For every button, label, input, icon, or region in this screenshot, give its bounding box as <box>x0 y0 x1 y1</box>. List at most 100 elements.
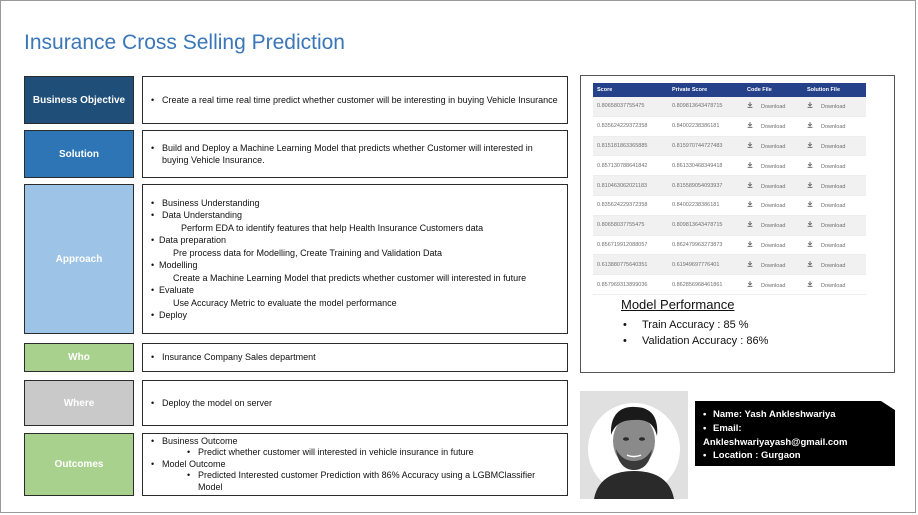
approach-item: Data Understanding <box>151 209 559 222</box>
col-solution-file: Solution File <box>803 83 866 97</box>
col-private-score: Private Score <box>668 83 743 97</box>
score-cell: 0.80658037755475 <box>593 215 668 236</box>
private-score-cell: 0.862479963273873 <box>668 235 743 256</box>
download-label: Download <box>761 143 786 150</box>
download-label: Download <box>761 223 786 230</box>
download-label: Download <box>821 262 846 269</box>
col-score: Score <box>593 83 668 97</box>
box-solution: Build and Deploy a Machine Learning Mode… <box>142 130 568 178</box>
train-accuracy: Train Accuracy : 85 % <box>623 317 768 333</box>
code-file-cell: Download <box>743 155 803 177</box>
solution-file-download-link[interactable]: Download <box>807 181 845 190</box>
private-score-cell: 0.809813643478715 <box>668 97 743 117</box>
download-icon <box>747 102 753 110</box>
code-file-cell: Download <box>743 175 803 196</box>
download-icon <box>807 201 813 209</box>
score-cell: 0.835624229372358 <box>593 195 668 216</box>
download-label: Download <box>761 183 786 190</box>
score-cell: 0.856719912088057 <box>593 235 668 256</box>
table-row: 0.857969313899036 0.862856968461861 Downlo… <box>593 274 866 295</box>
code-file-download-link[interactable]: Download <box>747 122 785 130</box>
table-row: 0.815181863365885 0.815970744727483 Downlo… <box>593 136 866 157</box>
results-panel <box>580 75 895 373</box>
outcome-item: Model Outcome <box>151 459 559 471</box>
label-solution: Solution <box>24 130 134 178</box>
box-who: Insurance Company Sales department <box>142 343 568 372</box>
solution-file-download-link[interactable]: Download <box>807 221 846 230</box>
code-file-cell: Download <box>743 116 803 137</box>
label-who: Who <box>24 343 134 372</box>
code-file-cell: Download <box>743 274 803 295</box>
approach-subtext: Create a Machine Learning Model that pre… <box>173 272 527 283</box>
approach-subtext: Perform EDA to identify features that he… <box>181 222 484 233</box>
code-file-download-link[interactable]: Download <box>747 280 785 289</box>
col-code-file: Code File <box>743 83 803 97</box>
code-file-download-link[interactable]: Download <box>747 201 786 210</box>
download-icon <box>747 221 753 229</box>
model-performance-title: Model Performance <box>621 297 735 312</box>
contact-email[interactable]: Ankleshwariyayash@gmail.com <box>703 436 848 448</box>
solution-file-download-link[interactable]: Download <box>807 102 845 110</box>
download-label: Download <box>821 143 846 150</box>
download-label: Download <box>761 163 786 170</box>
solution-file-download-link[interactable]: Download <box>807 280 845 289</box>
solution-text: Build and Deploy a Machine Learning Mode… <box>151 142 559 167</box>
solution-file-cell: Download <box>803 116 866 137</box>
solution-file-download-link[interactable]: Download <box>807 201 845 209</box>
download-icon <box>807 141 813 150</box>
code-file-download-link[interactable]: Download <box>747 141 786 150</box>
download-icon <box>807 260 813 269</box>
code-file-cell: Download <box>743 215 803 236</box>
table-row: 0.80658037755475 0.809813643478715 Downloa… <box>593 215 866 236</box>
download-icon <box>807 161 813 170</box>
solution-file-download-link[interactable]: Download <box>807 260 846 269</box>
table-row: 0.856719912088057 0.862479963273873 Downlo… <box>593 235 866 256</box>
solution-file-cell: Download <box>803 215 866 236</box>
outcome-subitem: Predict whether customer will interested… <box>151 447 559 459</box>
download-icon <box>747 240 753 249</box>
download-label: Download <box>821 223 846 230</box>
code-file-download-link[interactable]: Download <box>747 102 786 111</box>
private-score-cell: 0.61949697776401 <box>668 254 743 276</box>
download-icon <box>807 280 813 289</box>
score-cell: 0.815181863365885 <box>593 136 668 157</box>
table-row: 0.613880775640351 0.61949697776401 Downloa… <box>593 254 866 276</box>
download-icon <box>747 161 753 170</box>
solution-file-cell: Download <box>803 136 866 157</box>
score-cell: 0.613880775640351 <box>593 254 668 276</box>
table-row: 0.835624229372358 0.84002238386181 Downloa… <box>593 195 866 216</box>
code-file-download-link[interactable]: Download <box>747 260 786 269</box>
code-file-cell: Download <box>743 195 803 216</box>
download-label: Download <box>761 262 786 269</box>
approach-item: Evaluate <box>151 284 559 297</box>
leaderboard-body: 0.80658037755475 0.809813643478715 Downloa… <box>593 97 866 295</box>
solution-file-download-link[interactable]: Download <box>807 161 845 170</box>
contact-email-label: Email: <box>703 422 889 436</box>
download-label: Download <box>761 203 786 210</box>
code-file-download-link[interactable]: Download <box>747 221 786 230</box>
download-label: Download <box>761 242 786 249</box>
download-icon <box>747 280 753 289</box>
approach-subtext: Pre process data for Modelling, Create T… <box>173 247 442 258</box>
solution-file-cell: Download <box>803 97 866 117</box>
solution-file-cell: Download <box>803 254 866 276</box>
score-cell: 0.857969313899036 <box>593 274 668 295</box>
page-title: Insurance Cross Selling Prediction <box>24 31 345 54</box>
private-score-cell: 0.815970744727483 <box>668 136 743 157</box>
contact-location: Location : Gurgaon <box>703 449 889 463</box>
table-row: 0.810463062021183 0.815589054093937 Downlo… <box>593 175 866 196</box>
code-file-download-link[interactable]: Download <box>747 240 786 249</box>
solution-file-download-link[interactable]: Download <box>807 122 845 130</box>
code-file-cell: Download <box>743 235 803 256</box>
table-row: 0.80658037755475 0.809813643478715 Downloa… <box>593 97 866 117</box>
download-icon <box>747 181 753 190</box>
code-file-download-link[interactable]: Download <box>747 181 786 190</box>
solution-file-download-link[interactable]: Download <box>807 141 846 150</box>
code-file-download-link[interactable]: Download <box>747 161 786 170</box>
download-icon <box>747 122 753 130</box>
private-score-cell: 0.84002238386181 <box>668 116 743 137</box>
download-label: Download <box>761 104 786 111</box>
solution-file-download-link[interactable]: Download <box>807 240 845 249</box>
label-approach: Approach <box>24 184 134 334</box>
private-score-cell: 0.861330468349418 <box>668 155 743 177</box>
